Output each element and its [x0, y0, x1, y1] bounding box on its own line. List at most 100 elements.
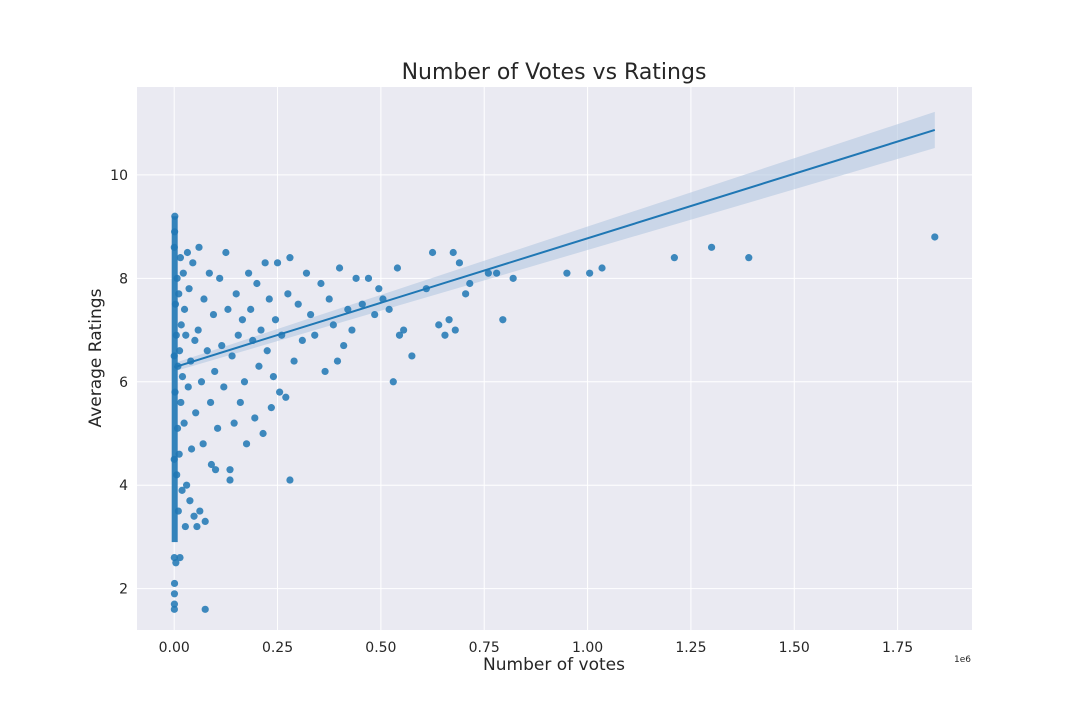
- scatter-point: [276, 388, 284, 396]
- scatter-point: [218, 341, 226, 350]
- scatter-point: [325, 295, 333, 303]
- scatter-point: [205, 269, 213, 277]
- scatter-point: [245, 269, 253, 277]
- scatter-point: [499, 316, 507, 324]
- scatter-point: [466, 279, 474, 288]
- scatter-point: [307, 310, 315, 319]
- x-tick-label: 1.00: [572, 640, 603, 656]
- scatter-point: [257, 326, 265, 334]
- scatter-point: [273, 259, 282, 267]
- scatter-point: [180, 419, 188, 427]
- scatter-point: [395, 331, 404, 339]
- scatter-point: [186, 497, 194, 505]
- scatter-point: [177, 398, 185, 407]
- scatter-point: [200, 295, 208, 303]
- scatter-point: [251, 414, 259, 422]
- scatter-point: [400, 326, 408, 334]
- scatter-point: [340, 341, 348, 350]
- scatter-point: [203, 347, 211, 355]
- scatter-point: [449, 248, 457, 257]
- scatter-point: [462, 290, 470, 298]
- scatter-point: [321, 367, 329, 376]
- scatter-point: [563, 269, 571, 277]
- scatter-point: [230, 419, 238, 427]
- x-tick-label: 0.25: [262, 640, 293, 656]
- y-axis-label: Average Ratings: [86, 288, 106, 427]
- scatter-point: [282, 393, 290, 401]
- dense-point-cluster: [171, 216, 178, 543]
- scatter-point: [745, 254, 753, 262]
- scatter-point: [352, 274, 360, 282]
- scatter-point: [393, 264, 402, 272]
- scatter-point: [214, 424, 222, 432]
- regression-line-path: [173, 128, 936, 369]
- scatter-point: [201, 605, 209, 613]
- scatter-point: [191, 336, 199, 344]
- scatter-point: [670, 254, 678, 262]
- y-tick-label: 8: [119, 271, 128, 287]
- scatter-point: [178, 373, 187, 381]
- scatter-point: [428, 248, 437, 257]
- scatter-point: [286, 254, 294, 262]
- scatter-point: [193, 522, 201, 531]
- scatter-point: [211, 367, 219, 376]
- scatter-point: [267, 404, 275, 412]
- scatter-point: [206, 398, 215, 407]
- scatter-point: [240, 378, 249, 386]
- scatter-point: [284, 290, 292, 298]
- scatter-point: [181, 522, 189, 531]
- regression-line: [173, 128, 936, 369]
- y-tick-label: 4: [119, 478, 128, 494]
- scatter-point: [238, 316, 247, 324]
- scatter-point: [194, 326, 202, 334]
- scatter-point: [177, 321, 185, 329]
- scatter-point: [263, 347, 271, 355]
- scatter-point: [179, 269, 187, 277]
- scatter-point: [247, 305, 255, 313]
- scatter-point: [344, 305, 352, 313]
- scatter-point: [286, 476, 294, 484]
- scatter-point: [255, 362, 263, 370]
- scatter-point: [170, 579, 179, 588]
- y-tick-label: 10: [110, 168, 128, 184]
- y-tick-labels: 2 4 6 8 10: [110, 168, 128, 598]
- scatter-point: [290, 357, 298, 365]
- scatter-point: [317, 279, 325, 288]
- scatter-point: [348, 326, 356, 334]
- scatter-point: [586, 269, 594, 277]
- scatter-point: [441, 331, 449, 339]
- scatter-point: [294, 300, 302, 308]
- x-tick-labels: 0.00 0.25 0.50 0.75 1.00 1.25 1.50 1.75: [159, 640, 914, 656]
- scatter-point: [451, 326, 459, 334]
- scatter-point: [224, 305, 232, 313]
- scatter-point: [333, 357, 342, 365]
- scatter-point: [236, 398, 244, 407]
- scatter-point: [222, 248, 230, 257]
- scatter-point: [180, 305, 189, 313]
- scatter-point: [226, 466, 234, 474]
- scatter-point: [455, 259, 464, 267]
- scatter-point: [197, 378, 206, 386]
- scatter-point: [170, 600, 179, 608]
- scatter-point: [302, 269, 311, 277]
- scatter-point: [183, 248, 192, 257]
- scatter-point: [408, 352, 416, 360]
- x-tick-label: 0.50: [365, 640, 396, 656]
- scatter-point: [931, 233, 939, 241]
- scatter-point: [234, 331, 242, 339]
- scatter-point: [484, 269, 492, 277]
- scatter-point: [371, 310, 379, 319]
- scatter-point: [207, 460, 216, 469]
- x-tick-label: 0.75: [469, 640, 500, 656]
- x-tick-label: 1.75: [882, 640, 913, 656]
- scatter-point: [189, 259, 197, 267]
- scatter-point: [358, 300, 366, 308]
- scatter-point: [220, 383, 228, 391]
- scatter-point: [170, 590, 179, 598]
- scatter-point: [226, 476, 234, 484]
- scatter-point: [216, 274, 224, 282]
- grid-lines: [137, 87, 972, 630]
- scatter-point: [375, 285, 383, 293]
- y-tick-label: 2: [119, 582, 128, 598]
- scatter-point: [170, 605, 178, 613]
